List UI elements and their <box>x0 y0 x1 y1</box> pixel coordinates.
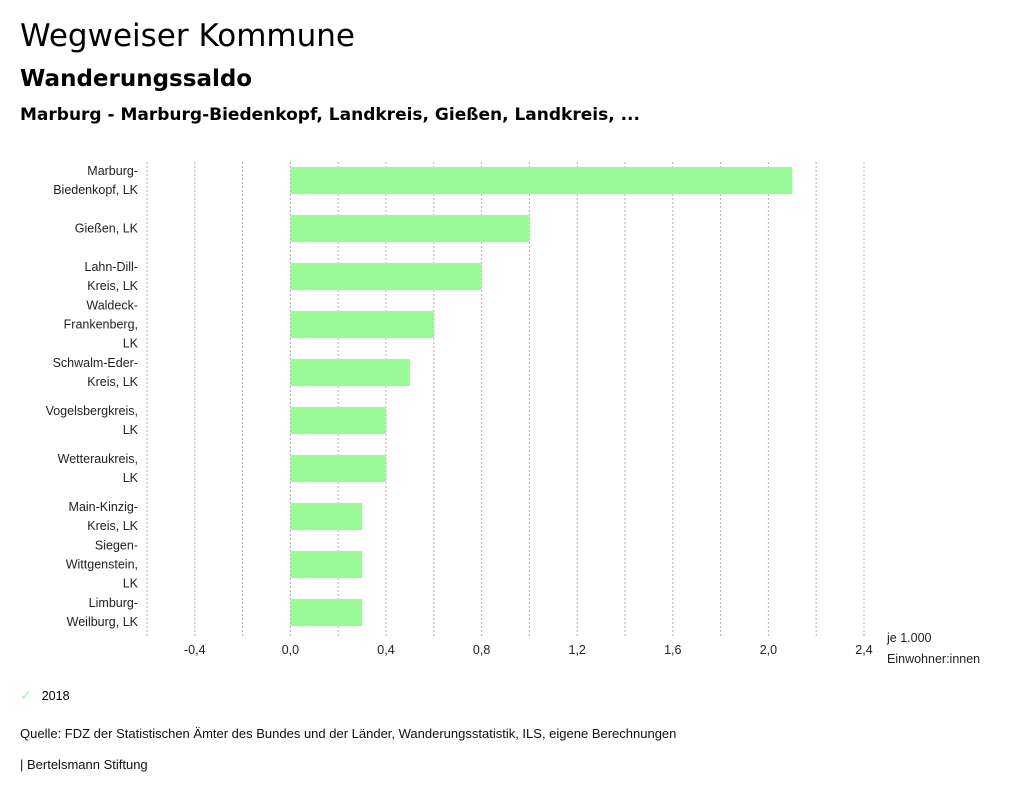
category-label: Kreis, LK <box>87 279 138 293</box>
x-tick-label: 0,8 <box>473 643 490 657</box>
category-label: LK <box>123 471 139 485</box>
bar-6[interactable] <box>290 455 386 482</box>
check-icon: ✓ <box>20 687 32 703</box>
category-label: LK <box>123 423 139 437</box>
x-tick-label: 2,4 <box>855 643 872 657</box>
x-tick-label: 1,2 <box>569 643 586 657</box>
bar-2[interactable] <box>290 263 482 290</box>
category-label: Lahn-Dill- <box>85 260 139 274</box>
category-label: LK <box>123 337 139 351</box>
category-label: Kreis, LK <box>87 375 138 389</box>
category-labels: Marburg- Biedenkopf, LK Gießen, LK Lahn-Dil… <box>46 164 139 629</box>
category-label: Biedenkopf, LK <box>53 183 138 197</box>
legend[interactable]: ✓ 2018 <box>20 687 70 704</box>
x-tick-label: 2,0 <box>760 643 777 657</box>
x-tick-labels: -0,4 0,0 0,4 0,8 1,2 1,6 2,0 2,4 <box>184 643 873 657</box>
x-tick-label: 0,0 <box>282 643 299 657</box>
x-tick-label: -0,4 <box>184 643 206 657</box>
bar-chart: Marburg- Biedenkopf, LK Gießen, LK Lahn-Dil… <box>46 162 980 666</box>
category-label: LK <box>123 577 139 591</box>
x-axis-unit-label: Einwohner:innen <box>887 652 980 666</box>
category-label: Frankenberg, <box>64 318 138 332</box>
category-label: Limburg- <box>89 596 138 610</box>
bar-4[interactable] <box>290 359 410 386</box>
category-label: Weilburg, LK <box>67 615 139 629</box>
bar-8[interactable] <box>290 551 363 578</box>
category-label: Kreis, LK <box>87 519 138 533</box>
bar-5[interactable] <box>290 407 386 434</box>
bar-3[interactable] <box>290 311 434 338</box>
category-label: Schwalm-Eder- <box>53 356 138 370</box>
source-note: Quelle: FDZ der Statistischen Ämter des … <box>20 726 677 741</box>
category-label: Marburg- <box>87 164 138 178</box>
category-label: Main-Kinzig- <box>69 500 138 514</box>
category-label: Waldeck- <box>86 299 138 313</box>
category-label: Vogelsbergkreis, <box>46 404 138 418</box>
chart-subtitle: Wanderungssaldo <box>20 66 253 92</box>
x-tick-label: 1,6 <box>664 643 681 657</box>
bar-1[interactable] <box>290 215 530 242</box>
region-label: Marburg - Marburg-Biedenkopf, Landkreis,… <box>20 105 640 125</box>
bar-7[interactable] <box>290 503 363 530</box>
bar-0[interactable] <box>290 167 793 194</box>
x-tick-label: 0,4 <box>377 643 394 657</box>
bar-9[interactable] <box>290 599 363 626</box>
legend-label-2018: 2018 <box>41 688 70 703</box>
x-axis-unit: je 1.000 Einwohner:innen <box>886 631 980 666</box>
category-label: Wetteraukreis, <box>58 452 138 466</box>
brand-credit: | Bertelsmann Stiftung <box>20 757 148 772</box>
category-label: Wittgenstein, <box>66 558 138 572</box>
x-axis-unit-label: je 1.000 <box>886 631 932 645</box>
gridlines <box>146 162 865 636</box>
page-title: Wegweiser Kommune <box>20 18 355 54</box>
bars <box>290 167 793 626</box>
category-label: Gießen, LK <box>75 222 139 236</box>
category-label: Siegen- <box>95 539 138 553</box>
